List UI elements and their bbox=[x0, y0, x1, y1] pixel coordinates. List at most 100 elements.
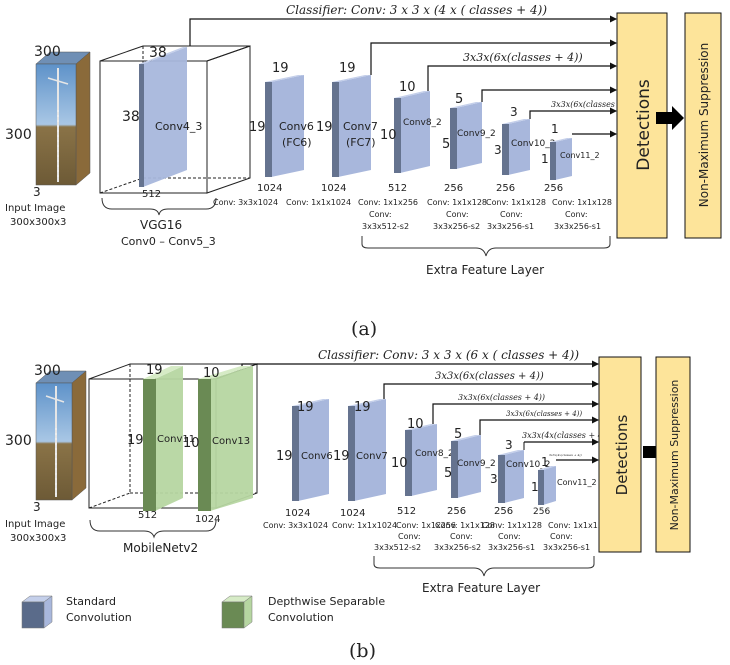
conv11-spec3: 3x3x256-s1 bbox=[554, 222, 601, 231]
conv9-spec3: 3x3x256-s2 bbox=[433, 222, 480, 231]
conv8-spec3: 3x3x512-s2 bbox=[362, 222, 409, 231]
input-depth-label: 3 bbox=[33, 185, 41, 199]
classifier-b-5: 3x3x(4x(classes + 4)) bbox=[549, 453, 582, 457]
conv8-spec1: Conv: 1x1x256 bbox=[358, 198, 418, 207]
conv9b-spec3: 3x3x256-s2 bbox=[434, 543, 481, 552]
input-image-a bbox=[35, 51, 91, 186]
conv9b-bottom: 256 bbox=[447, 506, 466, 517]
conv11-spec1: Conv: 1x1x128 bbox=[552, 198, 612, 207]
conv8b-bottom: 512 bbox=[397, 506, 416, 517]
conv6b-top: 19 bbox=[297, 400, 314, 415]
conv11-depthwise-layer bbox=[143, 366, 183, 511]
input-b-width-label: 300 bbox=[5, 433, 32, 449]
conv6b-spec: Conv: 3x3x1024 bbox=[263, 521, 328, 530]
panel-b: 300 300 3 Input Image 300x300x3 19 10 19… bbox=[5, 348, 691, 662]
conv6-left: 19 bbox=[249, 120, 266, 135]
conv10b-spec3: 3x3x256-s1 bbox=[488, 543, 535, 552]
input-image-b bbox=[35, 370, 87, 501]
conv6-bottom: 1024 bbox=[257, 183, 282, 194]
conv7-spec: Conv: 1x1x1024 bbox=[286, 198, 351, 207]
conv10-layer-a bbox=[502, 119, 530, 175]
conv11-layer-b bbox=[538, 466, 556, 505]
classifier-b-3: 3x3x(6x(classes + 4)) bbox=[506, 410, 582, 418]
extra-feature-label-a: Extra Feature Layer bbox=[426, 263, 544, 277]
conv4-3-label: Conv4_3 bbox=[155, 120, 202, 133]
conv9b-name: Conv9_2 bbox=[457, 459, 496, 469]
conv11-spec2: Conv: bbox=[565, 210, 588, 219]
mb-bottom2: 1024 bbox=[195, 514, 220, 525]
input-b-height-label: 300 bbox=[34, 363, 61, 379]
mobilenet-brace bbox=[89, 519, 217, 539]
detections-box-a bbox=[616, 12, 668, 239]
conv6-name: Conv6 bbox=[279, 120, 314, 133]
input-b-depth-label: 3 bbox=[33, 500, 41, 514]
nms-box-b bbox=[655, 356, 691, 553]
conv10b-name: Conv10_2 bbox=[506, 460, 551, 470]
conv8-top: 10 bbox=[399, 80, 416, 95]
mb-bottom1: 512 bbox=[138, 510, 157, 521]
input-width-label: 300 bbox=[5, 127, 32, 143]
conv7-left: 19 bbox=[316, 120, 333, 135]
conv9-spec2: Conv: bbox=[446, 210, 469, 219]
conv10-bottom: 256 bbox=[496, 183, 515, 194]
conv10b-spec1: Conv: 1x1x128 bbox=[482, 521, 542, 530]
extra-feature-label-b: Extra Feature Layer bbox=[422, 581, 540, 595]
conv11-layer-a bbox=[550, 138, 572, 180]
classifier-arrows-b bbox=[241, 360, 599, 464]
conv9-layer-a bbox=[450, 102, 482, 169]
conv6b-left: 19 bbox=[276, 449, 293, 464]
conv7b-bottom: 1024 bbox=[340, 508, 365, 519]
legend-depthwise-label-1: Depthwise Separable bbox=[268, 595, 385, 608]
conv9-spec1: Conv: 1x1x128 bbox=[427, 198, 487, 207]
mobilenet-label: MobileNetv2 bbox=[123, 541, 198, 555]
nms-arrowhead-a bbox=[656, 106, 684, 130]
conv11-name: Conv11_2 bbox=[560, 151, 600, 160]
conv10b-left: 3 bbox=[490, 472, 498, 486]
conv11-inner-label: Conv11 bbox=[157, 434, 195, 445]
conv9-name: Conv9_2 bbox=[457, 129, 496, 139]
conv10-spec2: Conv: bbox=[500, 210, 523, 219]
conv7-layer-b bbox=[348, 399, 386, 501]
conv8-bottom: 512 bbox=[388, 183, 407, 194]
conv8-name: Conv8_2 bbox=[403, 118, 442, 128]
conv6-layer-a bbox=[265, 75, 304, 177]
classifier-b-4: 3x3x(4x(classes + 4) bbox=[522, 431, 606, 440]
conv11b-left: 1 bbox=[531, 480, 539, 494]
input-height-label: 300 bbox=[34, 44, 61, 60]
nms-label-b: Non-Maximum Suppression bbox=[668, 380, 681, 531]
conv11b-top: 1 bbox=[541, 455, 549, 469]
mb-left2: 10 bbox=[183, 436, 200, 451]
conv4-3-layer bbox=[139, 47, 187, 187]
conv8b-name: Conv8_2 bbox=[415, 449, 454, 459]
panel-a: 300 300 3 Input Image 300x300x3 38 38 51… bbox=[5, 3, 722, 340]
conv7-top: 19 bbox=[339, 61, 356, 76]
conv8b-spec2: Conv: bbox=[398, 532, 421, 541]
conv11-top: 1 bbox=[551, 122, 559, 136]
conv7-fc: (FC7) bbox=[346, 136, 376, 149]
conv6b-bottom: 1024 bbox=[285, 508, 310, 519]
conv10b-bottom: 256 bbox=[494, 506, 513, 517]
classifier-b-1: 3x3x(6x(classes + 4)) bbox=[435, 371, 544, 382]
nms-label-a: Non-Maximum Suppression bbox=[697, 43, 711, 208]
conv11b-spec3: 3x3x256-s1 bbox=[543, 543, 590, 552]
conv11b-spec2: Conv: bbox=[550, 532, 573, 541]
vgg-left-label: 38 bbox=[122, 109, 140, 125]
input-b-size-label: 300x300x3 bbox=[10, 533, 66, 544]
conv6-layer-b bbox=[292, 399, 329, 501]
conv9-bottom: 256 bbox=[444, 183, 463, 194]
input-image-label: Input Image bbox=[5, 203, 65, 214]
conv8-layer-b bbox=[405, 424, 437, 496]
vgg-bottom-label: 512 bbox=[142, 189, 161, 200]
nms-box-a bbox=[684, 12, 722, 239]
conv8b-top: 10 bbox=[407, 417, 424, 432]
conv8b-spec1: Conv: 1x1x256 bbox=[396, 521, 456, 530]
conv6-spec: Conv: 3x3x1024 bbox=[213, 198, 278, 207]
classifier-label-a: Classifier: Conv: 3 x 3 x (4 x ( classes… bbox=[286, 3, 547, 17]
conv9-left: 5 bbox=[442, 137, 450, 152]
conv9b-left: 5 bbox=[444, 466, 452, 481]
conv10-spec3: 3x3x256-s1 bbox=[487, 222, 534, 231]
conv7b-spec: Conv: 1x1x1024 bbox=[332, 521, 397, 530]
vgg-top-label: 38 bbox=[149, 45, 167, 61]
detections-label-a: Detections bbox=[634, 79, 654, 171]
